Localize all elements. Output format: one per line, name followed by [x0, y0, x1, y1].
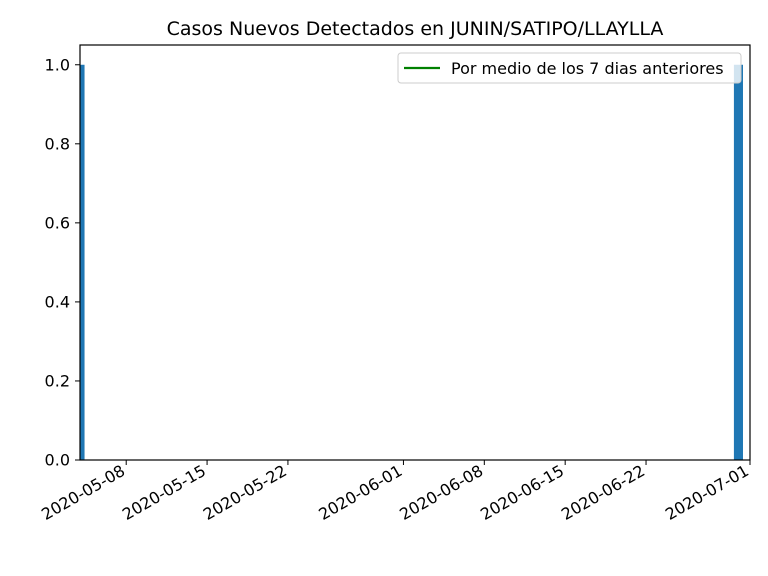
x-tick-label: 2020-07-01 [662, 461, 752, 524]
y-tick-label: 0.0 [45, 451, 70, 470]
x-tick-label: 2020-06-22 [558, 461, 648, 524]
bar-2020-05-04 [80, 64, 85, 460]
y-tick-label: 0.4 [45, 292, 70, 311]
plot-frame [79, 44, 751, 461]
y-tick-label: 1.0 [45, 55, 70, 74]
y-tick-label: 0.2 [45, 371, 70, 390]
x-tick-label: 2020-05-08 [38, 461, 128, 524]
legend-entry-label: Por medio de los 7 dias anteriores [451, 59, 724, 78]
legend-box [397, 52, 742, 84]
x-tick-label: 2020-06-15 [477, 461, 567, 524]
bar-2020-06-30 [733, 64, 743, 460]
x-tick-label: 2020-05-22 [200, 461, 290, 524]
y-tick-label: 0.8 [45, 134, 70, 153]
chart-title: Casos Nuevos Detectados en JUNIN/SATIPO/… [167, 18, 664, 40]
x-tick-label: 2020-05-15 [119, 461, 209, 524]
x-tick-label: 2020-06-01 [315, 461, 405, 524]
bars-layer [80, 64, 743, 460]
y-tick-label: 0.6 [45, 213, 70, 232]
x-tick-label: 2020-06-08 [396, 461, 486, 524]
y-axis: 0.0 0.2 0.4 0.6 0.8 1.0 [45, 55, 80, 470]
legend: Por medio de los 7 dias anteriores [397, 52, 742, 84]
